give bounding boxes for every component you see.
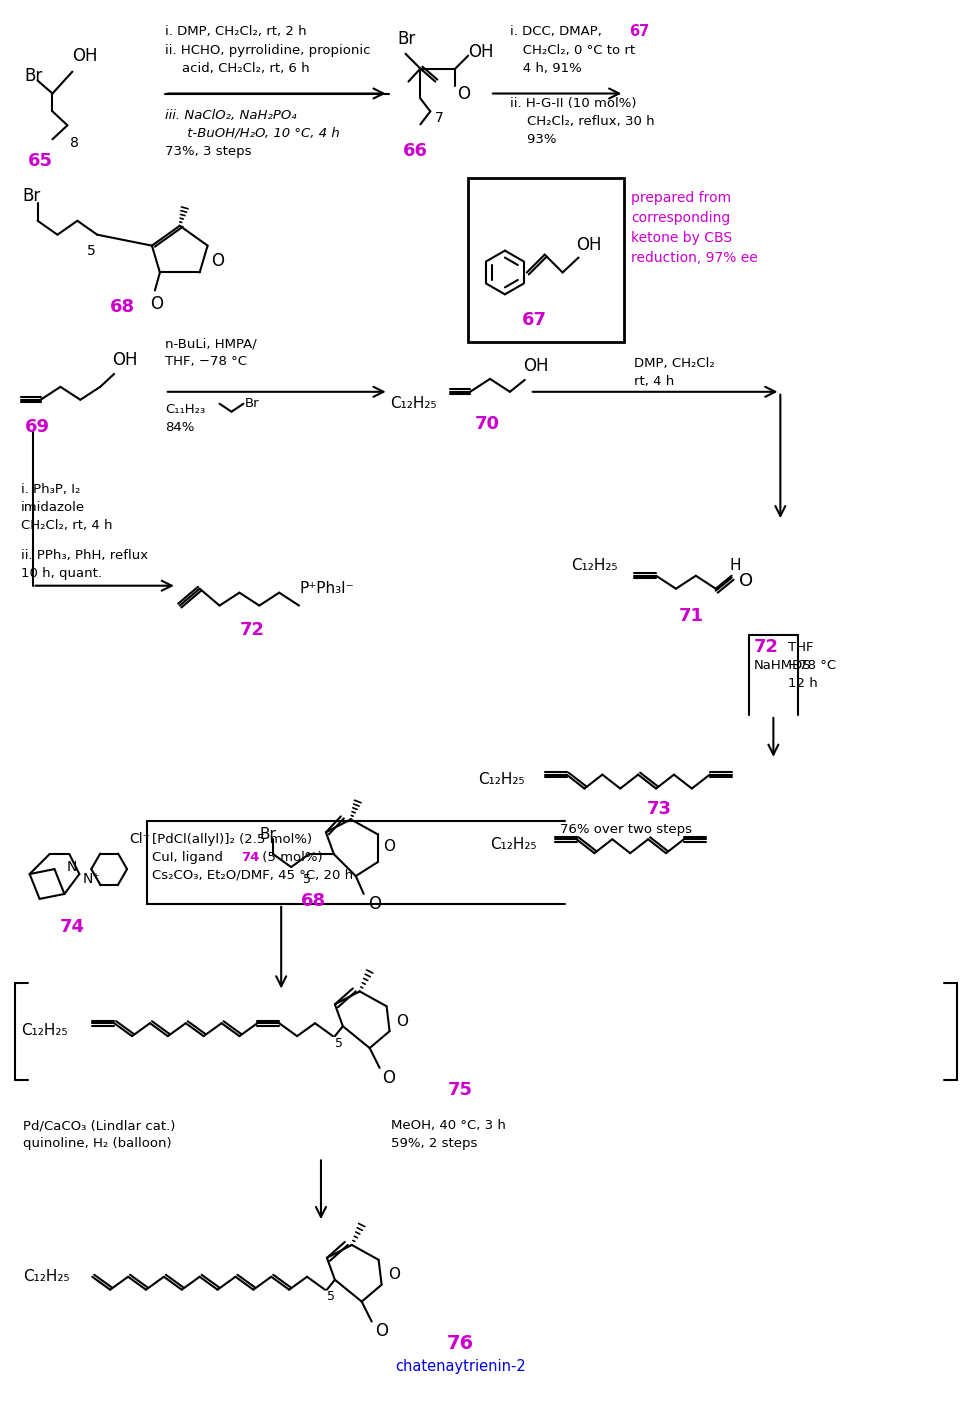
Text: 12 h: 12 h [788, 677, 818, 690]
Text: 5: 5 [327, 1289, 335, 1304]
Text: 59%, 2 steps: 59%, 2 steps [391, 1136, 477, 1151]
Text: rt, 4 h: rt, 4 h [634, 376, 674, 388]
Text: THF: THF [788, 640, 813, 653]
Text: O: O [150, 295, 163, 313]
Text: 74: 74 [60, 918, 84, 935]
Text: 8: 8 [71, 136, 79, 150]
Text: 71: 71 [679, 606, 704, 625]
Text: O: O [368, 896, 380, 913]
Text: OH: OH [73, 47, 98, 65]
Text: THF, −78 °C: THF, −78 °C [165, 356, 247, 368]
Text: O: O [458, 85, 470, 102]
Text: Pd/CaCO₃ (Lindlar cat.): Pd/CaCO₃ (Lindlar cat.) [23, 1119, 175, 1132]
Text: 73%, 3 steps: 73%, 3 steps [165, 145, 251, 157]
Text: N⁺: N⁺ [82, 871, 100, 886]
Text: t-BuOH/H₂O, 10 °C, 4 h: t-BuOH/H₂O, 10 °C, 4 h [165, 126, 340, 140]
Text: ii. H-G-II (10 mol%): ii. H-G-II (10 mol%) [510, 96, 636, 111]
Text: C₁₂H₂₅: C₁₂H₂₅ [490, 836, 536, 852]
Text: ii. HCHO, pyrrolidine, propionic: ii. HCHO, pyrrolidine, propionic [165, 44, 370, 57]
Text: ketone by CBS: ketone by CBS [631, 231, 732, 245]
Text: O: O [382, 1068, 396, 1087]
Text: Cs₂CO₃, Et₂O/DMF, 45 °C, 20 h: Cs₂CO₃, Et₂O/DMF, 45 °C, 20 h [152, 869, 353, 881]
Text: 84%: 84% [165, 421, 194, 434]
Text: corresponding: corresponding [631, 211, 730, 225]
Text: Br: Br [244, 397, 259, 411]
Text: MeOH, 40 °C, 3 h: MeOH, 40 °C, 3 h [391, 1119, 506, 1132]
Text: N: N [67, 860, 76, 874]
Text: O: O [389, 1267, 401, 1282]
Text: CH₂Cl₂, reflux, 30 h: CH₂Cl₂, reflux, 30 h [510, 115, 655, 128]
Text: C₁₂H₂₅: C₁₂H₂₅ [391, 397, 437, 411]
Text: 76% over two steps: 76% over two steps [560, 823, 692, 836]
Text: CH₂Cl₂, rt, 4 h: CH₂Cl₂, rt, 4 h [21, 519, 112, 531]
Text: 68: 68 [301, 891, 326, 910]
Text: i. DMP, CH₂Cl₂, rt, 2 h: i. DMP, CH₂Cl₂, rt, 2 h [165, 26, 307, 38]
Text: reduction, 97% ee: reduction, 97% ee [631, 251, 758, 265]
Text: ii. PPh₃, PhH, reflux: ii. PPh₃, PhH, reflux [21, 550, 148, 563]
Bar [468, 179, 624, 341]
Text: H: H [730, 558, 741, 574]
Text: 93%: 93% [510, 133, 557, 146]
Text: CuI, ligand: CuI, ligand [152, 850, 227, 863]
Text: OH: OH [522, 357, 549, 376]
Text: 68: 68 [110, 299, 134, 316]
Text: prepared from: prepared from [631, 191, 731, 205]
Text: imidazole: imidazole [21, 500, 85, 513]
Text: O: O [383, 839, 396, 853]
Text: CH₂Cl₂, 0 °C to rt: CH₂Cl₂, 0 °C to rt [510, 44, 635, 57]
Text: OH: OH [576, 235, 602, 254]
Text: NaHMDS: NaHMDS [754, 659, 811, 672]
Text: O: O [397, 1013, 409, 1029]
Text: O: O [212, 252, 224, 269]
Text: DMP, CH₂Cl₂: DMP, CH₂Cl₂ [634, 357, 715, 370]
Text: 76: 76 [447, 1333, 473, 1353]
Text: C₁₁H₂₃: C₁₁H₂₃ [165, 404, 205, 417]
Text: chatenaytrienin-2: chatenaytrienin-2 [395, 1359, 525, 1373]
Text: quinoline, H₂ (balloon): quinoline, H₂ (balloon) [23, 1136, 172, 1151]
Text: 72: 72 [754, 638, 778, 656]
Text: i. Ph₃P, I₂: i. Ph₃P, I₂ [21, 483, 80, 496]
Text: [PdCl(allyl)]₂ (2.5 mol%): [PdCl(allyl)]₂ (2.5 mol%) [152, 833, 312, 846]
Text: iii. NaClO₂, NaH₂PO₄: iii. NaClO₂, NaH₂PO₄ [165, 109, 297, 122]
Text: O: O [739, 571, 753, 589]
Text: P⁺Ph₃I⁻: P⁺Ph₃I⁻ [299, 581, 354, 597]
Text: 66: 66 [403, 142, 428, 160]
Text: 4 h, 91%: 4 h, 91% [510, 62, 582, 75]
Text: 67: 67 [629, 24, 650, 40]
Text: 65: 65 [28, 152, 53, 170]
Text: C₁₂H₂₅: C₁₂H₂₅ [571, 558, 618, 574]
Text: 75: 75 [448, 1081, 472, 1098]
Text: 70: 70 [475, 415, 500, 432]
Text: 74: 74 [241, 850, 260, 863]
Text: Cl⁻: Cl⁻ [129, 832, 150, 846]
Text: Br: Br [24, 67, 43, 85]
Text: C₁₂H₂₅: C₁₂H₂₅ [21, 1023, 68, 1037]
Text: 73: 73 [647, 801, 672, 819]
Text: n-BuLi, HMPA/: n-BuLi, HMPA/ [165, 337, 257, 350]
Text: Br: Br [260, 826, 276, 842]
Text: i. DCC, DMAP,: i. DCC, DMAP, [510, 26, 606, 38]
Text: 7: 7 [435, 112, 444, 125]
Text: O: O [374, 1322, 388, 1340]
Text: C₁₂H₂₅: C₁₂H₂₅ [23, 1270, 70, 1284]
Text: acid, CH₂Cl₂, rt, 6 h: acid, CH₂Cl₂, rt, 6 h [165, 62, 310, 75]
Text: C₁₂H₂₅: C₁₂H₂₅ [478, 772, 524, 786]
Text: 5: 5 [87, 244, 96, 258]
Text: (5 mol%): (5 mol%) [259, 850, 323, 863]
Text: OH: OH [468, 43, 494, 61]
Text: 5: 5 [303, 873, 311, 886]
Text: 67: 67 [522, 312, 547, 329]
Text: Br: Br [398, 30, 416, 48]
Text: Br: Br [23, 187, 41, 205]
Text: −78 °C: −78 °C [788, 659, 836, 672]
Text: 72: 72 [239, 622, 265, 639]
Text: 5: 5 [335, 1037, 343, 1050]
Text: OH: OH [112, 351, 137, 368]
Text: 69: 69 [24, 418, 50, 435]
Polygon shape [563, 255, 580, 272]
Text: 10 h, quant.: 10 h, quant. [21, 567, 102, 581]
